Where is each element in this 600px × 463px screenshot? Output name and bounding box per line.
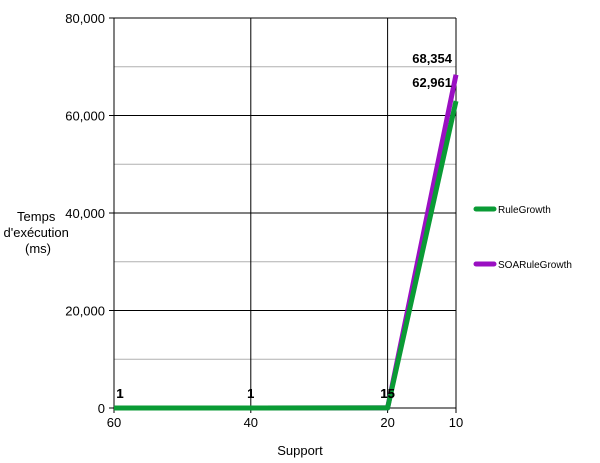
series-lines: [114, 74, 459, 411]
data-label-soarulegrowth: 15: [380, 386, 394, 401]
series-line-soarulegrowth: [114, 74, 459, 411]
x-tick-label: 60: [107, 415, 121, 430]
data-label-rulegrowth: 1: [247, 386, 254, 401]
x-tick-label: 10: [449, 415, 463, 430]
data-label-soarulegrowth: 1: [116, 386, 123, 401]
legend-label-rulegrowth: RuleGrowth: [498, 205, 551, 216]
y-axis-title-line-1: Temps: [17, 209, 56, 224]
y-tick-label: 0: [98, 401, 105, 416]
y-axis-title-line-2: d'exécution: [4, 225, 69, 240]
grid-lines: [114, 17, 456, 408]
x-axis-title: Support: [277, 443, 323, 458]
series-line-rulegrowth: [114, 100, 459, 411]
x-tick-label: 20: [380, 415, 394, 430]
data-label-soarulegrowth: 68,354: [412, 51, 453, 66]
tick-labels: 0 20,000 40,000 60,000 80,000 60 40 20 10: [65, 11, 463, 430]
y-axis-title: Temps d'exécution (ms): [4, 209, 73, 256]
y-tick-label: 20,000: [65, 304, 105, 319]
legend-label-soarulegrowth: SOARuleGrowth: [498, 260, 572, 271]
y-tick-label: 60,000: [65, 109, 105, 124]
axes: [109, 17, 457, 413]
data-label-rulegrowth: 15: [380, 386, 394, 401]
data-label-soarulegrowth: 1: [247, 386, 254, 401]
data-label-rulegrowth: 1: [116, 386, 123, 401]
data-label-rulegrowth: 62,961: [412, 75, 452, 90]
x-tick-label: 40: [244, 415, 258, 430]
y-axis-title-line-3: (ms): [25, 241, 51, 256]
legend: RuleGrowth SOARuleGrowth: [473, 205, 572, 271]
y-tick-label: 80,000: [65, 11, 105, 26]
y-tick-label: 40,000: [65, 206, 105, 221]
